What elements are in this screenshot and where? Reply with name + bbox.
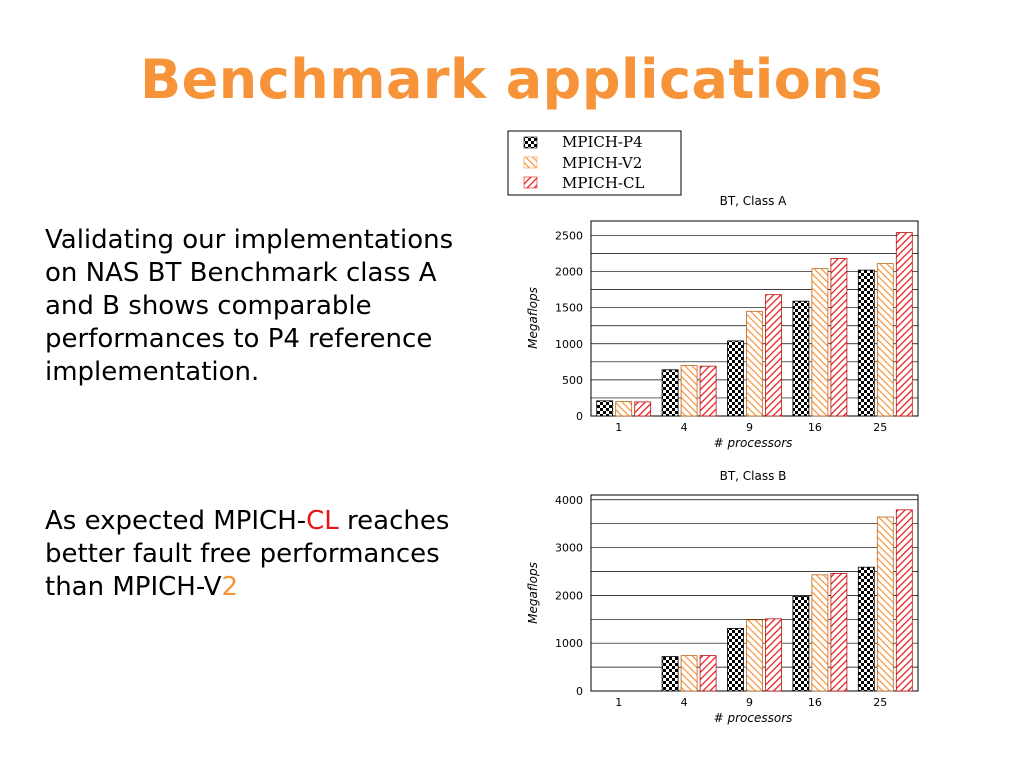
chart-a-bar-v2-4 [680, 365, 698, 417]
chart-class-b: BT, Class B 0 1000 2000 3000 4000 1 4 9 16 25 # p… [526, 469, 919, 725]
chart-a-ytick-label: 500 [562, 374, 583, 387]
chart-b-xlabel: # processors [714, 711, 793, 725]
chart-a-ytick-label: 1500 [555, 302, 583, 315]
chart-b-bar-v2-9 [746, 619, 763, 692]
chart-a-ytick-label: 2000 [555, 266, 583, 279]
chart-b-xtick-label: 16 [808, 696, 822, 709]
chart-b-xtick-label: 25 [873, 696, 887, 709]
chart-b-bar-v2-25 [876, 516, 894, 692]
chart-b-bar-p4-4 [661, 656, 679, 692]
chart-b-ylabel: Megaflops [526, 562, 540, 624]
chart-b-bar-p4-16 [792, 595, 810, 692]
chart-a-bar-v2-16 [811, 268, 829, 417]
chart-b-bar-cl-25 [895, 509, 913, 692]
legend-swatch-cl [523, 176, 538, 189]
legend-label-cl: MPICH-CL [562, 174, 644, 192]
chart-a-bar-v2-25 [876, 263, 894, 417]
chart-a-xtick-label: 16 [808, 421, 822, 434]
para2-cl-highlight: CL [306, 506, 339, 536]
chart-a-ylabel: Megaflops [526, 287, 540, 349]
chart-a-title: BT, Class A [720, 194, 788, 208]
chart-a-bar-p4-9 [727, 340, 744, 417]
chart-b-bar-cl-16 [830, 573, 848, 692]
chart-legend: MPICH-P4 MPICH-V2 MPICH-CL [507, 130, 682, 196]
chart-a-bar-cl-25 [895, 232, 913, 417]
chart-a-bar-v2-9 [746, 310, 763, 417]
chart-a-bar-p4-1 [596, 400, 614, 417]
chart-a-xtick-label: 9 [746, 421, 753, 434]
chart-a-bar-v2-1 [615, 401, 633, 417]
chart-b-bar-cl-9 [765, 618, 782, 692]
chart-b-xtick-label: 1 [615, 696, 622, 709]
paragraph-expected: As expected MPICH-CL reaches better faul… [45, 505, 465, 604]
chart-a-bar-p4-4 [661, 369, 679, 417]
chart-b-ytick-label: 2000 [555, 589, 583, 602]
chart-b-xtick-label: 4 [681, 696, 688, 709]
para2-middle: reaches better fault free performances t… [45, 506, 450, 602]
legend-label-p4: MPICH-P4 [562, 133, 643, 151]
chart-a-bar-cl-9 [765, 294, 782, 417]
chart-b-ytick-label: 3000 [555, 542, 583, 555]
chart-a-xlabel: # processors [714, 436, 793, 450]
chart-b-ytick-label: 4000 [555, 494, 583, 507]
chart-a-ytick-label: 2500 [555, 229, 583, 242]
chart-b-bar-p4-25 [857, 566, 875, 692]
chart-b-title: BT, Class B [720, 469, 787, 483]
para2-two-highlight: 2 [221, 572, 239, 602]
chart-b-xtick-label: 9 [746, 696, 753, 709]
chart-a-bar-p4-16 [792, 300, 810, 417]
chart-b-ytick-label: 0 [576, 685, 583, 698]
chart-a-bar-cl-4 [699, 365, 717, 417]
chart-b-ytick-label: 1000 [555, 637, 583, 650]
chart-b-bar-cl-4 [699, 655, 717, 692]
para2-prefix: As expected MPICH- [45, 506, 307, 536]
chart-a-xtick-label: 4 [681, 421, 688, 434]
chart-b-bar-v2-4 [680, 655, 698, 692]
chart-a-xtick-label: 25 [873, 421, 887, 434]
chart-a-bar-p4-25 [857, 269, 875, 417]
chart-a-ytick-label: 0 [576, 410, 583, 423]
chart-b-bar-v2-16 [811, 574, 829, 692]
legend-swatch-v2 [523, 156, 538, 169]
legend-swatch-p4 [523, 136, 538, 149]
legend-label-v2: MPICH-V2 [562, 154, 642, 172]
chart-a-bar-cl-1 [634, 401, 652, 417]
chart-b-bar-p4-9 [727, 627, 744, 692]
chart-a-bar-cl-16 [830, 258, 848, 417]
slide-title: Benchmark applications [140, 48, 883, 111]
chart-a-ytick-label: 1000 [555, 338, 583, 351]
paragraph-validation: Validating our implementations on NAS BT… [45, 225, 454, 387]
chart-a-xtick-label: 1 [615, 421, 622, 434]
